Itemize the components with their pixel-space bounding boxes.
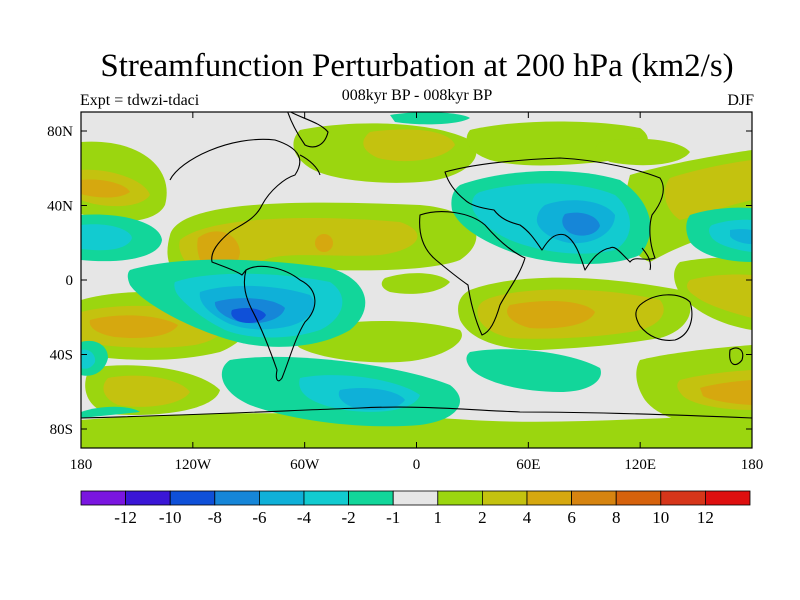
- y-tick-label: 80S: [50, 422, 73, 438]
- colorbar-label: 6: [567, 508, 576, 527]
- colorbar-label: 12: [697, 508, 714, 527]
- coastlines: [81, 112, 752, 419]
- colorbar-label: -1: [386, 508, 400, 527]
- x-tick-label: 60W: [290, 457, 320, 473]
- colorbar-label: -6: [252, 508, 266, 527]
- colorbar-label: 1: [434, 508, 443, 527]
- positive-anomaly-regions: [81, 121, 752, 448]
- colorbar-label: -10: [159, 508, 182, 527]
- field-map: [81, 112, 752, 448]
- x-tick-label: 180: [741, 457, 764, 473]
- colorbar-label: 2: [478, 508, 487, 527]
- y-tick-label: 80N: [47, 124, 73, 140]
- colorbar-swatch: [481, 490, 528, 506]
- colorbar-swatch: [258, 490, 305, 506]
- y-tick-label: 40S: [50, 348, 73, 364]
- plot-title: Streamfunction Perturbation at 200 hPa (…: [100, 48, 734, 84]
- colorbar-swatch: [348, 490, 394, 506]
- colorbar-swatch: [526, 490, 572, 506]
- colorbar-swatch: [571, 490, 617, 506]
- colorbar-swatch: [214, 490, 260, 506]
- colorbar-swatch: [392, 490, 439, 506]
- y-tick-label: 0: [66, 273, 74, 289]
- x-tick-label: 0: [413, 457, 421, 473]
- x-tick-label: 120W: [174, 457, 212, 473]
- colorbar-label: -2: [342, 508, 356, 527]
- colorbar: -12 -10 -8 -6 -4 -2 -1 1 2 4 6 8 10 12: [80, 490, 751, 527]
- period-subtitle: 008kyr BP - 008kyr BP: [341, 87, 493, 104]
- colorbar-label: 10: [652, 508, 669, 527]
- x-tick-label: 120E: [624, 457, 656, 473]
- colorbar-swatch: [303, 490, 349, 506]
- y-tick-label: 40N: [47, 199, 73, 215]
- experiment-label: Expt = tdwzi-tdaci: [80, 92, 200, 109]
- x-tick-label: 180: [70, 457, 93, 473]
- x-tick-label: 60E: [516, 457, 540, 473]
- colorbar-swatch: [660, 490, 706, 506]
- colorbar-label: -4: [297, 508, 312, 527]
- colorbar-label: 4: [523, 508, 532, 527]
- colorbar-swatch: [705, 490, 751, 506]
- negative-anomaly-regions: [81, 112, 752, 427]
- colorbar-swatch: [437, 490, 483, 506]
- season-label: DJF: [727, 92, 754, 109]
- colorbar-swatch: [80, 490, 126, 506]
- colorbar-label: -12: [114, 508, 137, 527]
- colorbar-swatch: [169, 490, 216, 506]
- colorbar-swatch: [125, 490, 171, 506]
- colorbar-label: 8: [612, 508, 621, 527]
- map-axes: 80N 40N 0 40S 80S 180 120W 60W 0 60E 120E 180: [47, 112, 763, 473]
- colorbar-label: -8: [208, 508, 222, 527]
- colorbar-swatch: [615, 490, 662, 506]
